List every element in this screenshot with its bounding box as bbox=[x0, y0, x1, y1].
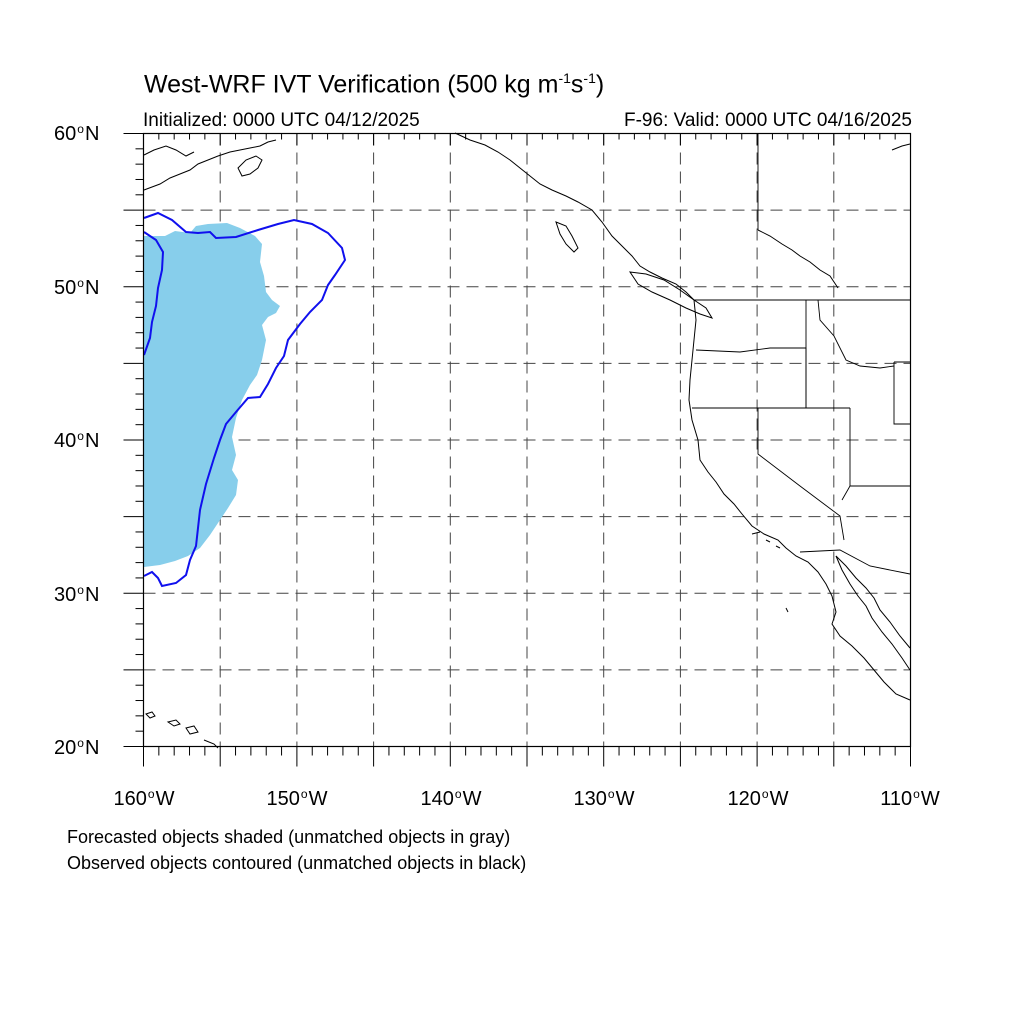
title-mid: s bbox=[570, 70, 584, 99]
degree-symbol: o bbox=[607, 787, 615, 801]
coast-hawaii-3 bbox=[185, 725, 199, 735]
lon-label-150w: 150oW bbox=[267, 787, 328, 811]
lon-label-160w: 160oW bbox=[114, 787, 175, 811]
coast-mainland-mexico bbox=[835, 555, 911, 671]
degree-symbol: o bbox=[761, 787, 769, 801]
border-us-mexico bbox=[799, 549, 911, 575]
title-exp2: -1 bbox=[583, 70, 596, 86]
coast-alaska-upper bbox=[143, 145, 195, 157]
coast-gulf-of-california bbox=[835, 555, 911, 649]
degree-symbol: o bbox=[147, 787, 155, 801]
lon-label-130w-hemi: W bbox=[615, 788, 635, 810]
forecast-ivt-object bbox=[144, 223, 280, 567]
lon-label-130w: 130oW bbox=[574, 787, 635, 811]
lon-label-160w-hemi: W bbox=[155, 788, 175, 810]
init-time-label: Initialized: 0000 UTC 04/12/2025 bbox=[143, 110, 420, 131]
lat-label-40n: 40oN bbox=[54, 429, 99, 453]
forecast-legend-note: Forecasted objects shaded (unmatched obj… bbox=[67, 827, 511, 847]
lat-label-20n-value: 20 bbox=[54, 737, 77, 759]
lon-label-150w-hemi: W bbox=[308, 788, 328, 810]
coast-channel-islands bbox=[751, 531, 781, 549]
lat-label-50n: 50oN bbox=[54, 276, 99, 300]
coast-hawaii-2 bbox=[166, 719, 181, 727]
degree-symbol: o bbox=[77, 429, 84, 443]
degree-symbol: o bbox=[77, 122, 84, 136]
observed-ivt-contour bbox=[143, 211, 347, 588]
lat-label-50n-value: 50 bbox=[54, 277, 77, 299]
lon-label-140w-hemi: W bbox=[462, 788, 482, 810]
border-idaho bbox=[805, 299, 895, 408]
observed-ivt-contour-west-edge bbox=[143, 231, 165, 356]
degree-symbol: o bbox=[77, 736, 84, 750]
coast-canada-ne bbox=[891, 143, 911, 151]
lon-label-120w-value: 120 bbox=[727, 788, 761, 810]
valid-time-label: F-96: Valid: 0000 UTC 04/16/2025 bbox=[624, 110, 912, 131]
lon-label-140w: 140oW bbox=[421, 787, 482, 811]
coast-us-west bbox=[688, 299, 911, 701]
lon-label-110w-hemi: W bbox=[920, 788, 940, 810]
degree-symbol: o bbox=[77, 583, 84, 597]
coast-vancouver-island bbox=[628, 271, 714, 319]
lon-label-120w-hemi: W bbox=[769, 788, 789, 810]
lat-label-40n-value: 40 bbox=[54, 430, 77, 452]
lat-label-20n: 20oN bbox=[54, 736, 99, 760]
lon-label-110w: 110oW bbox=[880, 787, 939, 811]
lat-label-30n-value: 30 bbox=[54, 584, 77, 606]
lat-label-20n-hemi: N bbox=[84, 737, 100, 759]
title-end: ) bbox=[595, 70, 605, 99]
lat-label-40n-hemi: N bbox=[84, 430, 100, 452]
lon-label-120w: 120oW bbox=[728, 787, 789, 811]
coast-kodiak bbox=[237, 155, 263, 177]
coast-canada-interior bbox=[757, 229, 839, 289]
lat-label-60n-value: 60 bbox=[54, 123, 77, 145]
title-main: West-WRF IVT Verification (500 kg m bbox=[144, 70, 559, 99]
border-washington-oregon bbox=[695, 347, 807, 408]
coast-alaska-peninsula bbox=[143, 139, 277, 191]
title-exp1: -1 bbox=[558, 70, 571, 86]
lat-label-30n: 30oN bbox=[54, 583, 99, 607]
coast-bc-islands bbox=[555, 221, 579, 253]
political-borders bbox=[692, 134, 911, 575]
border-nevada bbox=[757, 408, 845, 541]
border-wyoming bbox=[893, 361, 910, 425]
lat-label-50n-hemi: N bbox=[84, 277, 100, 299]
coastlines bbox=[143, 132, 911, 749]
lon-label-140w-value: 140 bbox=[420, 788, 454, 810]
lon-label-150w-value: 150 bbox=[266, 788, 300, 810]
observed-legend-note: Observed objects contoured (unmatched ob… bbox=[67, 853, 527, 873]
degree-symbol: o bbox=[913, 787, 920, 801]
lat-label-60n: 60oN bbox=[54, 122, 99, 146]
lon-label-130w-value: 130 bbox=[573, 788, 607, 810]
axis-ticks bbox=[123, 133, 911, 767]
lon-label-110w-value: 110 bbox=[880, 788, 913, 810]
lat-label-30n-hemi: N bbox=[84, 584, 100, 606]
border-nevada-east bbox=[841, 408, 851, 501]
lat-label-60n-hemi: N bbox=[84, 123, 100, 145]
graticule bbox=[143, 133, 911, 747]
lon-label-160w-value: 160 bbox=[113, 788, 147, 810]
coast-southeast-alaska bbox=[454, 132, 695, 301]
map-title: West-WRF IVT Verification (500 kg m-1s-1… bbox=[144, 70, 604, 99]
coast-guadalupe-island bbox=[785, 607, 789, 613]
coast-hawaii-1 bbox=[145, 711, 156, 719]
degree-symbol: o bbox=[300, 787, 308, 801]
degree-symbol: o bbox=[454, 787, 462, 801]
degree-symbol: o bbox=[77, 276, 84, 290]
